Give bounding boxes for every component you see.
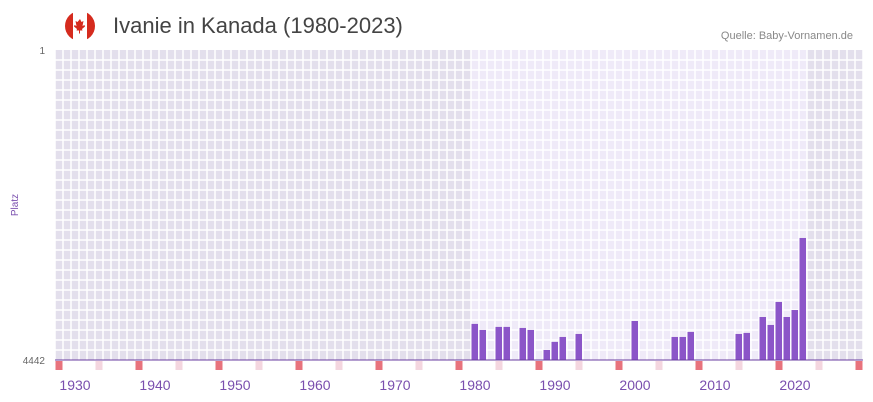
bar-2006 [679,336,686,360]
bar-1990 [551,341,558,360]
year-marker [255,361,263,370]
year-marker [215,361,223,370]
bar-1993 [575,333,582,360]
year-marker [55,361,63,370]
bar-1983 [495,326,502,360]
year-marker [735,361,743,370]
bar-2019 [783,317,790,360]
year-marker [335,361,343,370]
bar-2016 [759,317,766,360]
year-marker [375,361,383,370]
y-tick-bottom: 4442 [23,356,46,367]
bar-1991 [559,336,566,360]
year-marker [295,361,303,370]
year-marker [695,361,703,370]
x-tick-2020: 2020 [779,377,810,393]
x-tick-1970: 1970 [379,377,410,393]
x-tick-1950: 1950 [219,377,250,393]
bar-1987 [527,329,534,360]
year-marker [815,361,823,370]
x-tick-2010: 2010 [699,377,730,393]
bar-1980 [471,323,478,360]
year-marker [775,361,783,370]
year-marker [575,361,583,370]
x-tick-1960: 1960 [299,377,330,393]
year-marker [855,361,863,370]
year-marker [495,361,503,370]
year-marker [415,361,423,370]
bar-2017 [767,324,774,360]
bar-2005 [671,336,678,360]
bar-2014 [743,332,750,360]
bar-2021 [799,237,806,360]
x-tick-1980: 1980 [459,377,490,393]
bar-2018 [775,301,782,360]
y-tick-top: 1 [39,46,45,57]
bar-2007 [687,331,694,360]
bar-1986 [519,327,526,360]
page-title: Ivanie in Kanada (1980-2023) [113,13,403,38]
bar-1981 [479,329,486,360]
bar-2000 [631,320,638,360]
year-marker [95,361,103,370]
bar-2020 [791,310,798,360]
y-axis-label: Platz [10,194,21,216]
x-tick-1930: 1930 [59,377,90,393]
x-tick-2000: 2000 [619,377,650,393]
canada-flag-icon [64,10,96,47]
bar-1989 [543,349,550,360]
bar-2013 [735,333,742,360]
year-marker [175,361,183,370]
source-link[interactable]: Quelle: Baby-Vornamen.de [720,30,853,42]
year-marker [135,361,143,370]
year-marker [615,361,623,370]
bar-1984 [503,326,510,360]
year-marker [655,361,663,370]
year-marker [535,361,543,370]
x-tick-1940: 1940 [139,377,170,393]
x-tick-1990: 1990 [539,377,570,393]
year-marker [455,361,463,370]
